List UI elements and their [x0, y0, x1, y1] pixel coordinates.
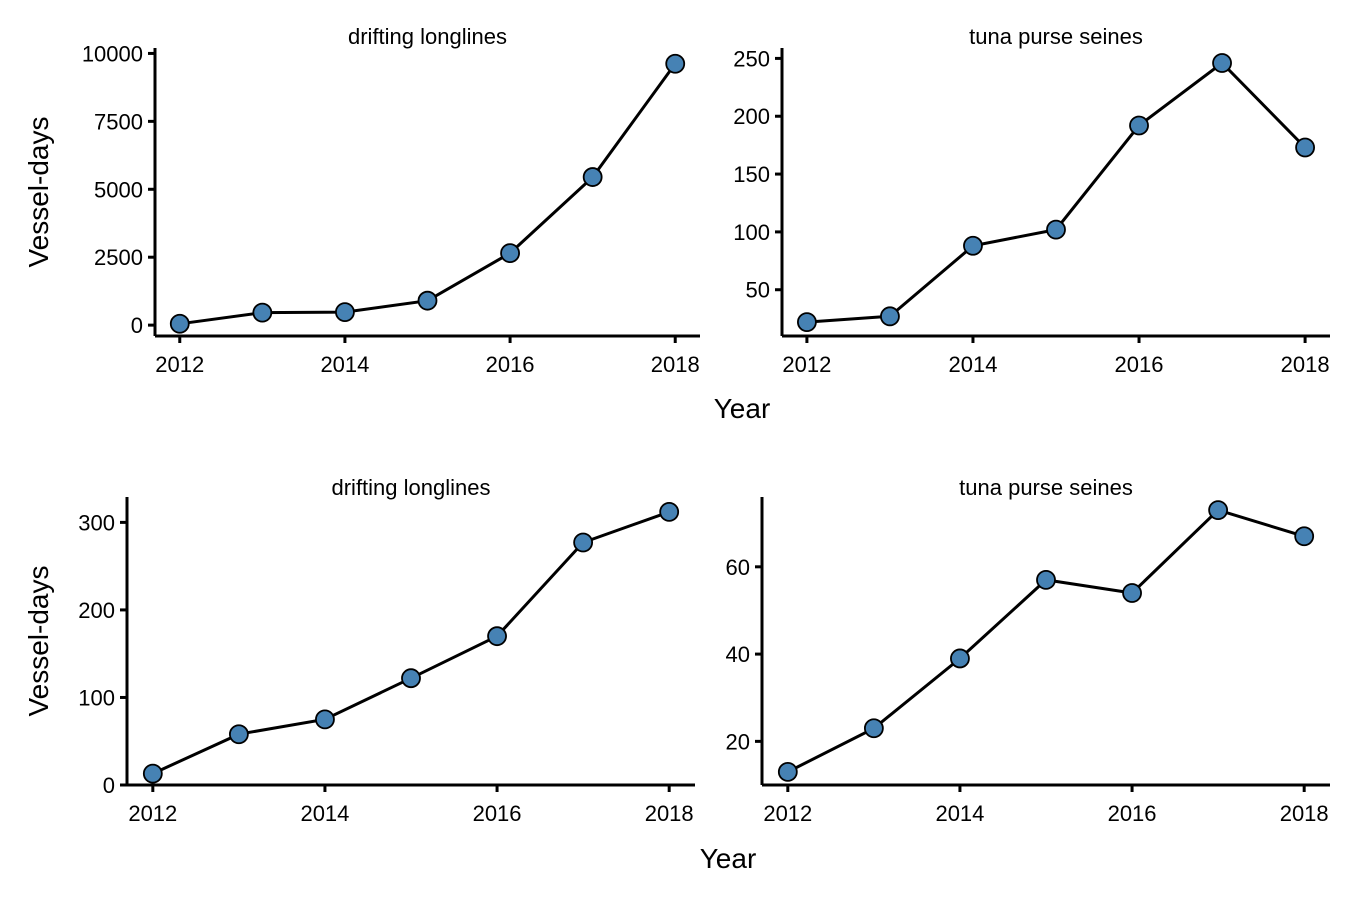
x-tick-label: 2014 [935, 801, 984, 826]
data-point [1295, 137, 1315, 158]
data-point [1294, 526, 1315, 547]
x-tick-label: 2012 [155, 352, 204, 377]
y-tick-label: 300 [78, 510, 115, 535]
x-tick-label: 2014 [948, 352, 997, 377]
y-tick-label: 100 [733, 220, 770, 245]
x-tick-label: 2012 [763, 801, 812, 826]
data-point [665, 53, 686, 74]
y-tick-label: 7500 [94, 109, 143, 134]
x-tick-label: 2018 [1281, 352, 1330, 377]
data-point [401, 668, 421, 689]
x-axis-title-bottom: Year [700, 843, 757, 874]
panel-title: drifting longlines [348, 24, 507, 49]
y-tick-label: 200 [78, 598, 115, 623]
y-tick-label: 0 [131, 313, 143, 338]
y-tick-label: 150 [733, 162, 770, 187]
x-tick-label: 2018 [651, 352, 700, 377]
y-tick-label: 10000 [82, 41, 143, 66]
y-tick-label: 60 [726, 555, 750, 580]
x-tick-label: 2014 [320, 352, 369, 377]
data-point [777, 762, 798, 782]
data-point [1212, 53, 1232, 73]
data-point [417, 290, 438, 311]
y-axis-title: Vessel-days [23, 117, 54, 268]
y-tick-label: 200 [733, 104, 770, 129]
y-tick-label: 100 [78, 685, 115, 710]
y-tick-label: 50 [746, 278, 770, 303]
chart-panel-3: drifting longlines 0 100 200 300 2012 2014 2016… [23, 475, 695, 826]
data-point [797, 312, 817, 333]
y-tick-label: 5000 [94, 177, 143, 202]
panel-title: tuna purse seines [959, 475, 1133, 500]
data-point [963, 235, 983, 256]
data-point [252, 302, 273, 323]
data-point [335, 302, 355, 322]
data-point [1122, 583, 1142, 603]
data-point [487, 626, 507, 647]
x-tick-label: 2018 [1280, 801, 1329, 826]
panel-title: drifting longlines [332, 475, 491, 500]
data-point [582, 167, 603, 187]
data-point [1046, 219, 1066, 240]
data-point [1129, 115, 1149, 136]
x-tick-label: 2016 [473, 801, 522, 826]
y-tick-label: 2500 [94, 245, 143, 270]
data-point [659, 501, 680, 522]
x-tick-label: 2016 [1108, 801, 1157, 826]
data-point [228, 724, 249, 745]
x-tick-label: 2012 [128, 801, 177, 826]
data-point [315, 709, 335, 730]
chart-panel-4: tuna purse seines 20 40 60 2012 2014 2016 2018 [726, 475, 1330, 826]
data-point [142, 763, 163, 784]
data-point [573, 532, 594, 553]
y-tick-label: 40 [726, 642, 750, 667]
y-tick-label: 20 [726, 729, 750, 754]
data-point [880, 306, 900, 327]
y-axis-title: Vessel-days [23, 566, 54, 717]
x-tick-label: 2016 [486, 352, 535, 377]
data-point [1036, 570, 1056, 590]
x-tick-label: 2018 [645, 801, 694, 826]
data-point [950, 648, 970, 669]
y-tick-label: 0 [103, 773, 115, 798]
x-tick-label: 2016 [1115, 352, 1164, 377]
data-point [500, 243, 520, 264]
data-point [169, 313, 190, 334]
series-line [179, 62, 677, 326]
x-axis-title-top: Year [714, 393, 771, 424]
x-tick-label: 2014 [300, 801, 349, 826]
series-line [806, 61, 1307, 324]
x-tick-label: 2012 [782, 352, 831, 377]
data-point [863, 718, 884, 739]
chart-panel-2: tuna purse seines 50 100 150 200 250 2012 2014 2… [733, 24, 1330, 377]
data-point [1208, 500, 1229, 520]
panel-title: tuna purse seines [969, 24, 1143, 49]
chart-panel-1: drifting longlines 0 2500 5000 7500 10000 2012… [23, 24, 700, 377]
y-tick-label: 250 [733, 46, 770, 71]
